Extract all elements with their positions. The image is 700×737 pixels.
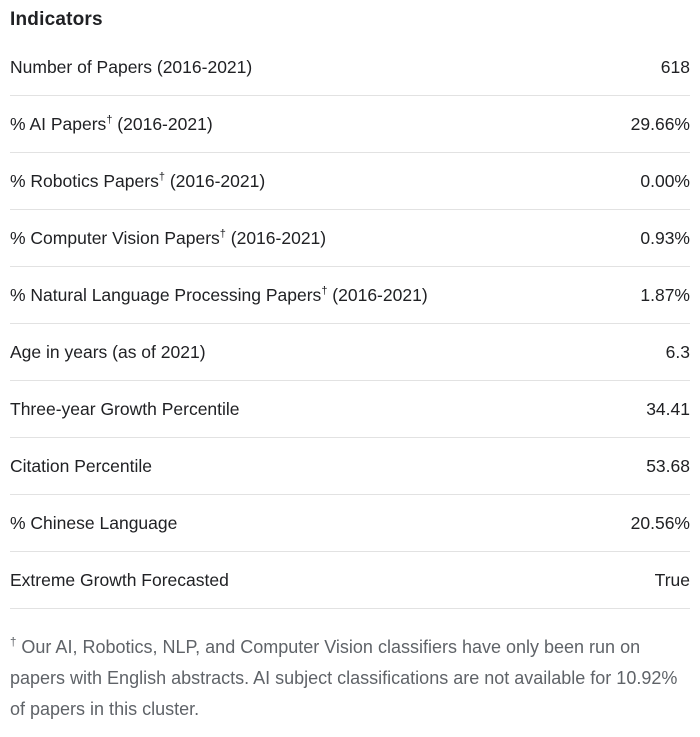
dagger-mark: † bbox=[10, 637, 17, 649]
row-label: Number of Papers (2016-2021) bbox=[10, 57, 253, 77]
table-row: Number of Papers (2016-2021) 618 bbox=[10, 39, 690, 96]
table-row: % Robotics Papers† (2016-2021) 0.00% bbox=[10, 153, 690, 210]
table-row: % Computer Vision Papers† (2016-2021) 0.… bbox=[10, 210, 690, 267]
table-row: % Natural Language Processing Papers† (2… bbox=[10, 267, 690, 324]
row-label: Age in years (as of 2021) bbox=[10, 342, 206, 362]
row-value: 0.00% bbox=[640, 171, 690, 191]
dagger-mark: † bbox=[106, 114, 113, 127]
dagger-mark: † bbox=[158, 171, 165, 184]
row-value: 6.3 bbox=[665, 342, 690, 362]
row-value: 34.41 bbox=[646, 399, 690, 419]
dagger-mark: † bbox=[321, 285, 328, 298]
row-label: % Natural Language Processing Papers† (2… bbox=[10, 285, 428, 305]
dagger-mark: † bbox=[219, 228, 226, 241]
row-value: 29.66% bbox=[630, 114, 690, 134]
row-label: % AI Papers† (2016-2021) bbox=[10, 114, 213, 134]
row-label: Three-year Growth Percentile bbox=[10, 399, 240, 419]
row-value: 618 bbox=[660, 57, 690, 77]
row-value: 1.87% bbox=[640, 285, 690, 305]
panel-title: Indicators bbox=[10, 9, 103, 30]
row-label: % Computer Vision Papers† (2016-2021) bbox=[10, 228, 327, 248]
table-row: % Chinese Language 20.56% bbox=[10, 495, 690, 552]
table-row: Age in years (as of 2021) 6.3 bbox=[10, 324, 690, 381]
table-row: Three-year Growth Percentile 34.41 bbox=[10, 381, 690, 438]
row-label: Extreme Growth Forecasted bbox=[10, 570, 229, 590]
indicators-table: Number of Papers (2016-2021) 618 % AI Pa… bbox=[10, 39, 690, 609]
row-label: Citation Percentile bbox=[10, 456, 153, 476]
row-value: 20.56% bbox=[630, 513, 690, 533]
row-label: % Robotics Papers† (2016-2021) bbox=[10, 171, 266, 191]
footnote-text: Our AI, Robotics, NLP, and Computer Visi… bbox=[10, 637, 678, 719]
footnote: † Our AI, Robotics, NLP, and Computer Vi… bbox=[10, 632, 690, 725]
row-value: 53.68 bbox=[646, 456, 690, 476]
row-value: True bbox=[654, 570, 690, 590]
row-value: 0.93% bbox=[640, 228, 690, 248]
table-row: Citation Percentile 53.68 bbox=[10, 438, 690, 495]
table-row: % AI Papers† (2016-2021) 29.66% bbox=[10, 96, 690, 153]
table-row: Extreme Growth Forecasted True bbox=[10, 552, 690, 609]
row-label: % Chinese Language bbox=[10, 513, 178, 533]
